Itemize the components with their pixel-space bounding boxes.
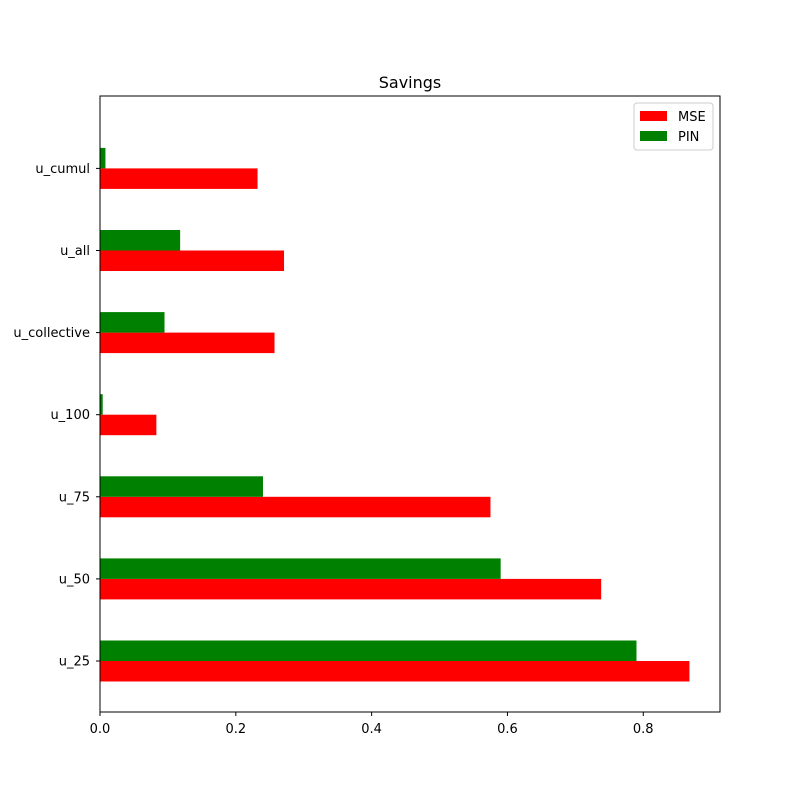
y-axis: u_25 u_50 u_75 u_100 u_collective u_all u_cumu… bbox=[13, 162, 100, 670]
y-tick-label-u_50: u_50 bbox=[59, 572, 90, 587]
x-axis: 0.0 0.2 0.4 0.6 0.8 bbox=[90, 712, 654, 737]
x-tick-label-1: 0.2 bbox=[225, 722, 246, 737]
bar-pin-u_75 bbox=[100, 476, 263, 497]
bar-pin-u_50 bbox=[100, 558, 501, 579]
bar-pin-u_25 bbox=[100, 640, 637, 661]
bar-mse-u_100 bbox=[100, 414, 157, 436]
y-tick-label-u_25: u_25 bbox=[59, 655, 90, 670]
x-tick-label-2: 0.4 bbox=[361, 722, 382, 737]
bar-mse-u_collective bbox=[100, 332, 275, 354]
y-tick-label-u_collective: u_collective bbox=[13, 326, 90, 341]
bar-mse-u_75 bbox=[100, 496, 491, 518]
x-tick-label-3: 0.6 bbox=[497, 722, 518, 737]
bar-pin-u_collective bbox=[100, 312, 165, 333]
bar-mse-u_25 bbox=[100, 661, 690, 682]
y-tick-label-u_cumul: u_cumul bbox=[35, 162, 90, 177]
y-tick-label-u_all: u_all bbox=[60, 244, 90, 259]
chart-title: Savings bbox=[379, 73, 442, 92]
plot-frame bbox=[99, 95, 721, 713]
bar-pin-u_cumul bbox=[100, 147, 106, 169]
bars-layer bbox=[100, 147, 690, 682]
bar-mse-u_all bbox=[100, 250, 285, 271]
y-tick-label-u_100: u_100 bbox=[50, 408, 90, 423]
y-tick-label-u_75: u_75 bbox=[59, 490, 90, 505]
legend-label-mse: MSE bbox=[678, 110, 706, 125]
bar-pin-u_100 bbox=[100, 394, 103, 415]
bar-pin-u_all bbox=[100, 230, 181, 251]
legend-swatch-pin bbox=[640, 131, 667, 141]
legend: MSE PIN bbox=[633, 102, 714, 151]
x-tick-label-4: 0.8 bbox=[633, 722, 654, 737]
bar-mse-u_cumul bbox=[100, 168, 258, 189]
legend-label-pin: PIN bbox=[678, 130, 699, 145]
legend-swatch-mse bbox=[640, 111, 667, 121]
x-tick-label-0: 0.0 bbox=[90, 722, 111, 737]
bar-mse-u_50 bbox=[100, 578, 602, 600]
